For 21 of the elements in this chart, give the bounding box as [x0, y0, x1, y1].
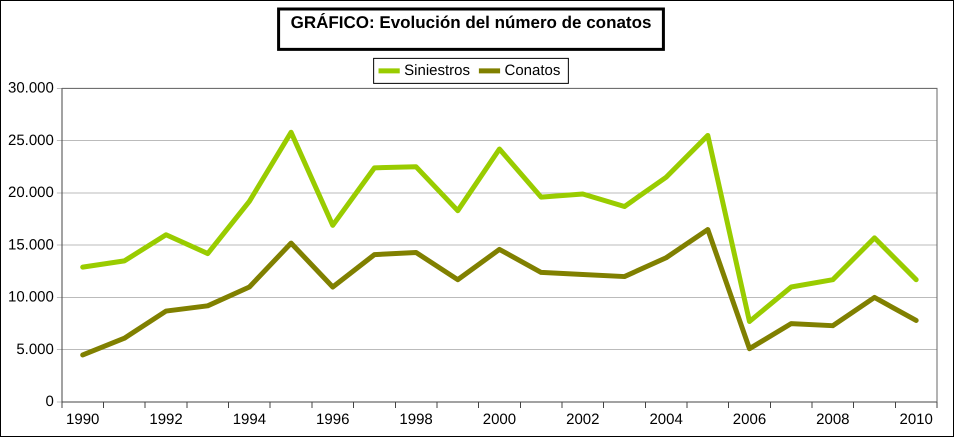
y-tick-label: 15.000	[8, 236, 54, 254]
y-tick-label: 5.000	[16, 340, 54, 358]
chart-title: GRÁFICO: Evolución del número de conatos	[290, 12, 652, 32]
legend-label: Siniestros	[404, 62, 470, 80]
y-tick-label: 20.000	[8, 184, 54, 202]
x-tick-label: 1994	[232, 411, 266, 428]
x-tick-label: 2000	[482, 411, 516, 428]
x-tick-label: 2010	[899, 411, 933, 428]
x-tick-label: 2002	[566, 411, 600, 428]
x-tick-label: 1990	[66, 411, 100, 428]
y-tick-label: 10.000	[8, 288, 54, 306]
x-tick-label: 1996	[316, 411, 350, 428]
x-tick-label: 2006	[732, 411, 766, 428]
y-tick-label: 0	[46, 393, 54, 410]
legend-label: Conatos	[504, 62, 560, 80]
x-tick-label: 2004	[649, 411, 683, 428]
y-tick-label: 30.000	[8, 80, 54, 97]
y-tick-label: 25.000	[8, 132, 54, 149]
x-tick-label: 1998	[399, 411, 433, 428]
x-tick-label: 2008	[816, 411, 850, 428]
x-tick-label: 1992	[149, 411, 183, 428]
